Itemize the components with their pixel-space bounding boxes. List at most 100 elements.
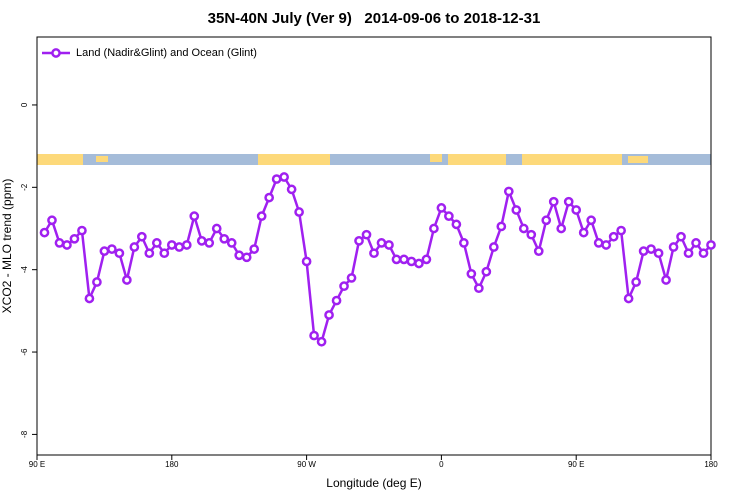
- data-point: [219, 233, 230, 244]
- data-point: [249, 244, 260, 254]
- data-point: [526, 229, 537, 240]
- data-point: [54, 238, 65, 248]
- data-point: [354, 236, 364, 246]
- data-point: [653, 248, 664, 259]
- data-point: [174, 242, 185, 252]
- data-point: [429, 223, 439, 234]
- data-point: [376, 238, 387, 248]
- data-point: [436, 203, 447, 213]
- data-point: [324, 310, 334, 320]
- data-point: [676, 231, 686, 242]
- data-point: [481, 266, 492, 277]
- data-point: [384, 240, 394, 250]
- data-point: [92, 277, 102, 287]
- data-point: [226, 238, 237, 248]
- data-point: [286, 184, 297, 195]
- x-axis-label: Longitude (deg E): [326, 476, 421, 490]
- data-point: [196, 236, 207, 246]
- data-point: [62, 240, 72, 250]
- data-point: [331, 295, 342, 306]
- data-point: [706, 240, 716, 250]
- data-point: [698, 248, 709, 259]
- data-point: [77, 225, 87, 236]
- data-point: [601, 240, 612, 250]
- data-point: [623, 293, 634, 304]
- data-point: [256, 211, 267, 221]
- data-point: [189, 211, 200, 221]
- data-point: [608, 231, 619, 242]
- land-ocean-strip: [37, 154, 711, 165]
- data-point: [683, 248, 694, 259]
- data-point: [466, 268, 477, 279]
- data-point: [661, 275, 671, 285]
- data-point: [241, 252, 252, 263]
- x-tick-label: 90 W: [297, 460, 316, 469]
- y-tick-label: -8: [20, 430, 29, 438]
- y-tick-label: -2: [20, 183, 29, 191]
- x-tick-label: 180: [704, 460, 718, 469]
- data-point: [361, 229, 372, 240]
- data-point: [668, 242, 679, 252]
- y-axis-label: XCO2 - MLO trend (ppm): [0, 179, 14, 314]
- x-tick-label: 180: [165, 460, 179, 469]
- data-point: [39, 227, 50, 238]
- data-point: [69, 233, 80, 244]
- data-point: [129, 242, 140, 252]
- data-point: [488, 242, 499, 252]
- data-point: [518, 223, 529, 234]
- data-point: [503, 186, 514, 197]
- data-point: [548, 196, 559, 207]
- x-tick-label: 0: [439, 460, 444, 469]
- y-tick-label: 0: [20, 102, 29, 107]
- data-point: [301, 256, 312, 267]
- data-point: [294, 207, 304, 217]
- data-point: [571, 205, 582, 215]
- data-point: [99, 246, 110, 256]
- data-point: [84, 293, 95, 304]
- data-point: [391, 254, 402, 265]
- data-point: [122, 275, 132, 285]
- data-point: [279, 172, 289, 182]
- data-point: [563, 196, 574, 207]
- data-point: [451, 219, 462, 230]
- data-point: [309, 330, 319, 341]
- data-point: [166, 240, 177, 250]
- data-point: [406, 256, 417, 267]
- data-point: [181, 240, 192, 250]
- data-point: [444, 211, 454, 221]
- data-point: [204, 238, 215, 248]
- data-point: [399, 254, 409, 265]
- data-point: [586, 215, 597, 226]
- data-point: [144, 248, 155, 259]
- data-point: [421, 254, 432, 265]
- data-point: [114, 248, 125, 259]
- y-tick-label: -4: [20, 266, 29, 274]
- data-point: [369, 248, 379, 259]
- data-point: [151, 238, 162, 248]
- data-point: [47, 215, 57, 226]
- x-tick-label: 90 E: [568, 460, 584, 469]
- data-point: [578, 227, 589, 238]
- x-tick-label: 90 E: [29, 460, 45, 469]
- data-point: [459, 238, 469, 248]
- data-point: [533, 246, 544, 256]
- data-point: [414, 258, 424, 269]
- legend-label: Land (Nadir&Glint) and Ocean (Glint): [76, 47, 257, 59]
- data-point: [541, 215, 552, 226]
- data-point: [234, 250, 245, 261]
- data-point: [616, 225, 626, 236]
- y-tick-label: -6: [20, 348, 29, 356]
- data-point: [211, 223, 222, 234]
- data-point: [136, 231, 147, 242]
- data-point: [631, 277, 641, 287]
- data-point: [691, 238, 701, 248]
- data-point: [646, 244, 656, 254]
- data-point: [593, 238, 604, 248]
- data-point: [511, 205, 522, 215]
- legend-marker: [51, 48, 61, 58]
- data-point: [556, 223, 567, 234]
- data-point: [496, 221, 507, 232]
- data-point: [638, 246, 649, 256]
- data-point: [473, 283, 484, 294]
